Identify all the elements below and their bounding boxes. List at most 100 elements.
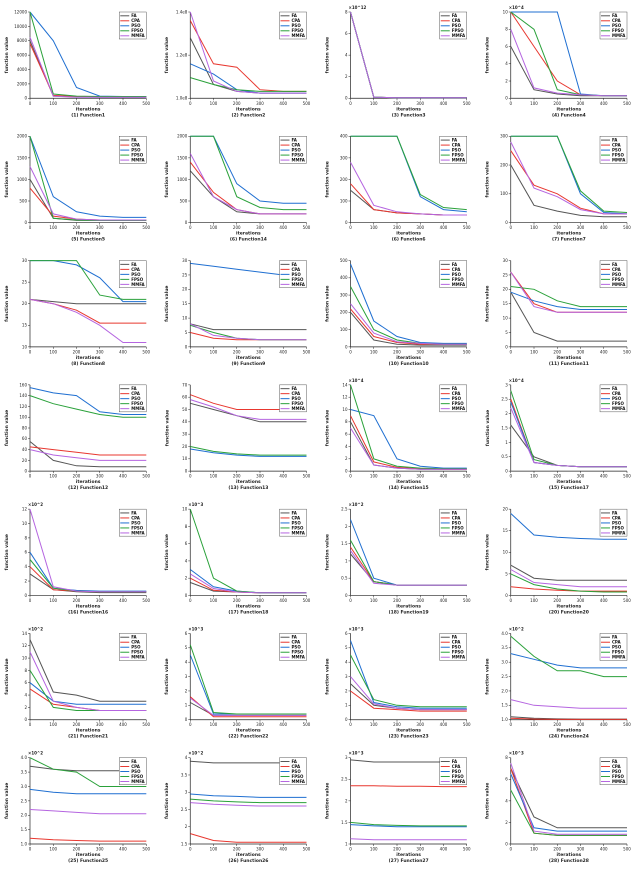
series-line-mmfa xyxy=(510,762,627,835)
axis-multiplier: ×10^2 xyxy=(28,751,43,756)
chart-caption: (20) Function20 xyxy=(549,609,589,615)
x-tick-label: 100 xyxy=(530,101,538,106)
y-tick-label: 100 xyxy=(500,191,508,196)
y-tick-label: 0 xyxy=(185,469,188,474)
x-tick-label: 200 xyxy=(233,474,241,479)
x-tick-label: 300 xyxy=(96,847,104,852)
x-tick-label: 500 xyxy=(142,225,150,230)
x-tick-label: 300 xyxy=(577,847,585,852)
x-tick-label: 0 xyxy=(189,598,192,603)
y-tick-label: 6 xyxy=(345,31,348,36)
legend-label: CPA xyxy=(131,142,141,147)
x-tick-label: 500 xyxy=(142,349,150,354)
y-axis-label: function value xyxy=(325,534,331,570)
x-tick-label: 0 xyxy=(29,225,32,230)
x-tick-label: 200 xyxy=(393,474,401,479)
y-tick-label: 3.5 xyxy=(21,769,28,774)
x-tick-label: 300 xyxy=(256,598,264,603)
series-line-fpso xyxy=(29,757,147,787)
legend-label: MMFA xyxy=(452,282,466,287)
chart-panel-2: 0 100 200 300 400 500 1.0e8 1.2e8 1.4e8 function … xyxy=(164,9,311,118)
y-tick-label: 2.5 xyxy=(501,397,508,402)
series-line-fa xyxy=(189,37,307,94)
series-line-cpa xyxy=(29,43,147,98)
legend-label: CPA xyxy=(612,764,622,769)
legend-label: FPSO xyxy=(292,774,305,779)
x-tick-label: 0 xyxy=(509,349,512,354)
legend-label: CPA xyxy=(612,640,622,645)
y-tick-label: 1000 xyxy=(17,177,28,182)
x-tick-label: 0 xyxy=(509,847,512,852)
x-tick-label: 200 xyxy=(73,101,81,106)
x-axis-label: iterations xyxy=(76,603,101,609)
x-tick-label: 500 xyxy=(463,349,471,354)
legend-label: PSO xyxy=(131,23,141,28)
legend-label: MMFA xyxy=(612,157,626,162)
y-tick-label: 5 xyxy=(505,571,508,576)
x-tick-label: 400 xyxy=(440,598,448,603)
x-tick-label: 200 xyxy=(393,722,401,727)
series-line-fpso xyxy=(190,798,307,804)
legend-label: PSO xyxy=(612,272,622,277)
y-tick-label: 1.0 xyxy=(501,717,508,722)
legend-label: CPA xyxy=(452,267,462,272)
y-tick-label: 1.4e8 xyxy=(176,9,188,14)
x-tick-label: 0 xyxy=(349,722,352,727)
x-tick-label: 500 xyxy=(303,847,311,852)
y-axis-label: function value xyxy=(325,783,331,819)
legend-label: PSO xyxy=(612,147,622,152)
y-tick-label: 2 xyxy=(505,411,508,416)
legend-label: CPA xyxy=(612,515,622,520)
chart-panel-11: 0 100 200 300 400 500 0 100 200 300 400 500 function… xyxy=(325,258,472,367)
y-axis-label: function value xyxy=(485,534,491,570)
y-tick-label: 1.5 xyxy=(501,425,508,430)
series-line-mmfa xyxy=(190,573,307,594)
series-line-cpa xyxy=(350,415,467,470)
axis-multiplier: ×10^2 xyxy=(509,626,524,631)
series-line-fa xyxy=(190,323,307,331)
y-tick-label: 1000 xyxy=(177,177,188,182)
x-tick-label: 500 xyxy=(623,722,631,727)
y-tick-label: 10 xyxy=(503,550,509,555)
y-axis-label: function value xyxy=(164,410,170,446)
legend-label: FA xyxy=(452,13,458,18)
y-tick-label: 2 xyxy=(345,798,348,803)
legend-label: FA xyxy=(292,759,298,764)
x-tick-label: 0 xyxy=(29,349,32,354)
x-tick-label: 300 xyxy=(256,722,264,727)
legend-label: PSO xyxy=(292,147,302,152)
series-line-mmfa xyxy=(350,161,467,216)
y-tick-label: 10 xyxy=(342,407,348,412)
series-line-mmfa xyxy=(350,303,467,345)
x-tick-label: 200 xyxy=(233,225,241,230)
axis-multiplier: ×10^4 xyxy=(509,378,524,383)
y-tick-label: 25 xyxy=(182,272,188,277)
legend-label: FPSO xyxy=(612,401,625,406)
x-tick-label: 100 xyxy=(210,225,218,230)
axis-multiplier: ×10^2 xyxy=(188,751,203,756)
legend-label: CPA xyxy=(131,391,141,396)
legend-label: PSO xyxy=(292,769,302,774)
y-tick-label: 0 xyxy=(505,96,508,101)
y-tick-label: 6 xyxy=(345,432,348,437)
y-tick-label: 2000 xyxy=(17,134,28,139)
legend-label: MMFA xyxy=(612,406,626,411)
series-line-fpso xyxy=(29,395,147,418)
legend-label: CPA xyxy=(292,640,302,645)
y-tick-label: 0 xyxy=(185,344,188,349)
x-axis-label: iterations xyxy=(396,603,421,609)
axis-multiplier: ×10^4 xyxy=(509,5,524,10)
legend-label: FA xyxy=(452,759,458,764)
y-tick-label: 2.5 xyxy=(341,777,348,782)
x-tick-label: 100 xyxy=(49,349,57,354)
legend-label: MMFA xyxy=(452,530,466,535)
series-line-mmfa xyxy=(510,699,627,709)
legend-label: CPA xyxy=(612,18,622,23)
y-tick-label: 2 xyxy=(24,578,27,583)
y-tick-label: 20 xyxy=(503,287,509,292)
x-tick-label: 300 xyxy=(96,722,104,727)
legend-label: PSO xyxy=(131,147,141,152)
x-tick-label: 400 xyxy=(600,101,608,106)
legend-label: FPSO xyxy=(612,277,625,282)
x-tick-label: 300 xyxy=(416,847,424,852)
